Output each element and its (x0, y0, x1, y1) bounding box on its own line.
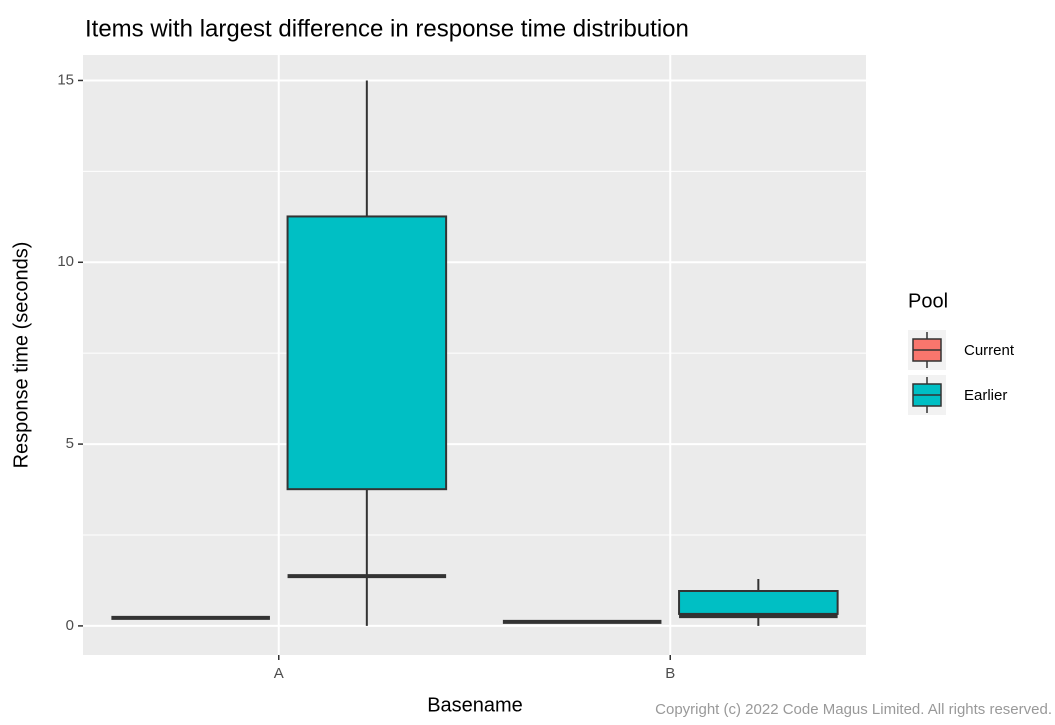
footer: Copyright (c) 2022 Code Magus Limited. A… (655, 701, 1052, 718)
box (286, 215, 448, 491)
legend-title: Pool (908, 290, 948, 312)
y-tick-label: 10 (57, 253, 74, 270)
chart-title: Items with largest difference in respons… (85, 15, 689, 42)
y-tick-label: 5 (66, 435, 74, 452)
legend-label: Earlier (964, 387, 1007, 404)
x-tick-label: A (274, 665, 284, 682)
x-tick-label: B (665, 665, 675, 682)
legend-label: Current (964, 342, 1015, 359)
box (678, 590, 839, 615)
panel (83, 55, 866, 655)
x-axis-title: Basename (427, 694, 523, 716)
y-tick-label: 15 (57, 71, 74, 88)
y-tick-label: 0 (66, 617, 74, 634)
y-axis-title: Response time (seconds) (10, 242, 32, 469)
